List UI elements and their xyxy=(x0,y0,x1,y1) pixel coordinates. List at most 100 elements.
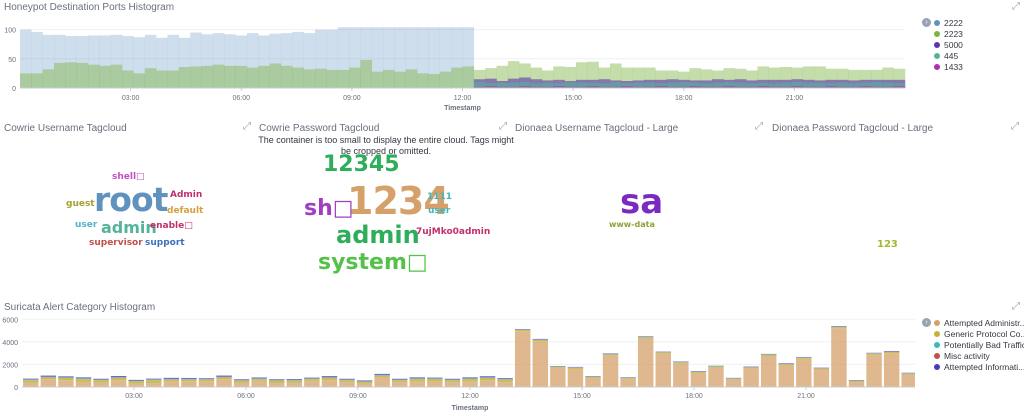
bar-segment-0 xyxy=(901,374,915,387)
tag-7ujmko0admin[interactable]: 7ujMko0admin xyxy=(416,227,491,237)
tag-www-data[interactable]: www-data xyxy=(609,220,655,229)
area-bar-445 xyxy=(507,82,520,88)
legend-label: Generic Protocol Co... xyxy=(944,328,1024,339)
tag-root[interactable]: root xyxy=(94,180,168,219)
tag-12345[interactable]: 12345 xyxy=(323,152,400,177)
area-bar-2223 xyxy=(144,68,157,88)
x-tick-label: 18:00 xyxy=(675,95,693,102)
tag-user-pass[interactable]: user xyxy=(428,206,451,216)
area-bar-2223 xyxy=(178,66,191,88)
bar-segment-2 xyxy=(409,378,426,380)
area-bar-2222 xyxy=(246,33,259,88)
bar-segment-1 xyxy=(550,366,566,368)
area-bar-1433 xyxy=(632,86,645,88)
area-bar-2222 xyxy=(42,34,55,88)
bar-segment-1 xyxy=(269,380,285,384)
tag-1111[interactable]: 1111 xyxy=(427,192,453,202)
area-bar-2223 xyxy=(689,68,701,88)
tag-123[interactable]: 123 xyxy=(877,239,898,250)
legend-label: Attempted Informati... xyxy=(944,361,1024,372)
area-bar-2223 xyxy=(383,69,395,88)
tag-default[interactable]: default xyxy=(167,206,204,216)
bar-segment-4 xyxy=(374,373,390,375)
area-bar-2223 xyxy=(122,70,134,88)
tag-supervisor[interactable]: supervisor xyxy=(89,238,143,248)
area-bar-1433 xyxy=(746,86,758,88)
area-bar-1433 xyxy=(678,86,690,88)
bar-segment-4 xyxy=(233,379,250,380)
bar-segment-0 xyxy=(866,354,882,387)
x-tick-label: 18:00 xyxy=(685,393,703,400)
area-bar-2223 xyxy=(564,66,577,88)
area-bar-445 xyxy=(485,83,497,88)
area-bar-2222 xyxy=(178,37,191,88)
bar-segment-0 xyxy=(690,372,707,387)
area-bar-2223 xyxy=(700,69,713,88)
area-bar-445 xyxy=(734,82,747,88)
bar-segment-0 xyxy=(427,381,443,387)
area-bar-2223 xyxy=(212,64,225,88)
legend-item[interactable]: 2223 xyxy=(922,28,963,39)
expand-icon[interactable]: ⤢ xyxy=(243,121,251,132)
tag-admin-pass[interactable]: admin xyxy=(336,221,420,249)
x-tick-label: 21:00 xyxy=(797,393,815,400)
tag-support[interactable]: support xyxy=(145,238,185,248)
legend-item[interactable]: 445 xyxy=(922,50,963,61)
area-bar-1433 xyxy=(768,86,781,88)
tag-system[interactable]: system□ xyxy=(318,250,428,275)
bar-segment-4 xyxy=(497,378,513,379)
bar-segment-2 xyxy=(462,378,478,380)
tag-sh[interactable]: sh□ xyxy=(304,196,354,221)
legend-toggle-icon[interactable]: › xyxy=(922,318,931,327)
expand-icon[interactable]: ⤢ xyxy=(1011,121,1019,132)
area-bar-445 xyxy=(496,82,509,88)
legend-label: 445 xyxy=(944,50,959,61)
expand-icon[interactable]: ⤢ xyxy=(1012,301,1020,312)
bar-segment-0 xyxy=(181,381,197,387)
bar-segment-1 xyxy=(620,378,636,380)
area-bar-445 xyxy=(553,83,565,88)
bar-segment-1 xyxy=(901,373,915,375)
expand-icon[interactable]: ⤢ xyxy=(1012,1,1020,12)
expand-icon[interactable]: ⤢ xyxy=(755,121,763,132)
bar-segment-0 xyxy=(462,381,478,387)
tag-shell[interactable]: shell□ xyxy=(112,172,145,182)
legend-item[interactable]: Potentially Bad Traffic xyxy=(922,339,1024,350)
bar-segment-0 xyxy=(479,380,496,387)
legend-item[interactable]: 5000 xyxy=(922,39,963,50)
expand-icon[interactable]: ⤢ xyxy=(499,121,507,132)
bar-segment-1 xyxy=(304,379,320,381)
tag-user[interactable]: user xyxy=(75,220,98,230)
legend-item[interactable]: Misc activity xyxy=(922,350,1024,361)
tag-guest[interactable]: guest xyxy=(66,199,95,209)
bar-segment-2 xyxy=(163,379,180,380)
legend-item[interactable]: Generic Protocol Co... xyxy=(922,328,1024,339)
bar-segment-0 xyxy=(391,381,408,387)
legend-toggle-icon[interactable]: › xyxy=(922,18,931,27)
area-bar-2222 xyxy=(394,27,406,88)
tag-sa[interactable]: sa xyxy=(620,182,664,222)
bar-segment-0 xyxy=(93,382,109,387)
panel-title: Honeypot Destination Ports Histogram xyxy=(4,2,175,13)
area-bar-2223 xyxy=(65,62,77,88)
area-bar-2222 xyxy=(326,29,338,89)
legend-item[interactable]: Attempted Informati... xyxy=(922,361,1024,372)
area-bar-2223 xyxy=(814,66,826,88)
area-bar-2223 xyxy=(167,70,180,88)
bar-segment-1 xyxy=(778,364,794,365)
tag-admin-cap[interactable]: Admin xyxy=(170,190,203,200)
bar-segment-1 xyxy=(725,378,742,380)
area-bar-2223 xyxy=(360,59,372,88)
legend-item[interactable]: › 2222 xyxy=(922,17,963,28)
tag-enable[interactable]: enable□ xyxy=(150,221,193,231)
legend-swatch xyxy=(934,330,940,337)
bar-segment-0 xyxy=(778,364,794,387)
bar-segment-4 xyxy=(269,379,285,380)
tag-1234[interactable]: 1234 xyxy=(347,179,450,223)
tag-admin[interactable]: admin xyxy=(101,218,157,237)
bar-segment-2 xyxy=(497,379,513,380)
area-bar-445 xyxy=(757,82,770,88)
area-bar-2223 xyxy=(791,67,804,88)
legend-item[interactable]: › Attempted Administr... xyxy=(922,317,1024,328)
legend-item[interactable]: 1433 xyxy=(922,61,963,72)
